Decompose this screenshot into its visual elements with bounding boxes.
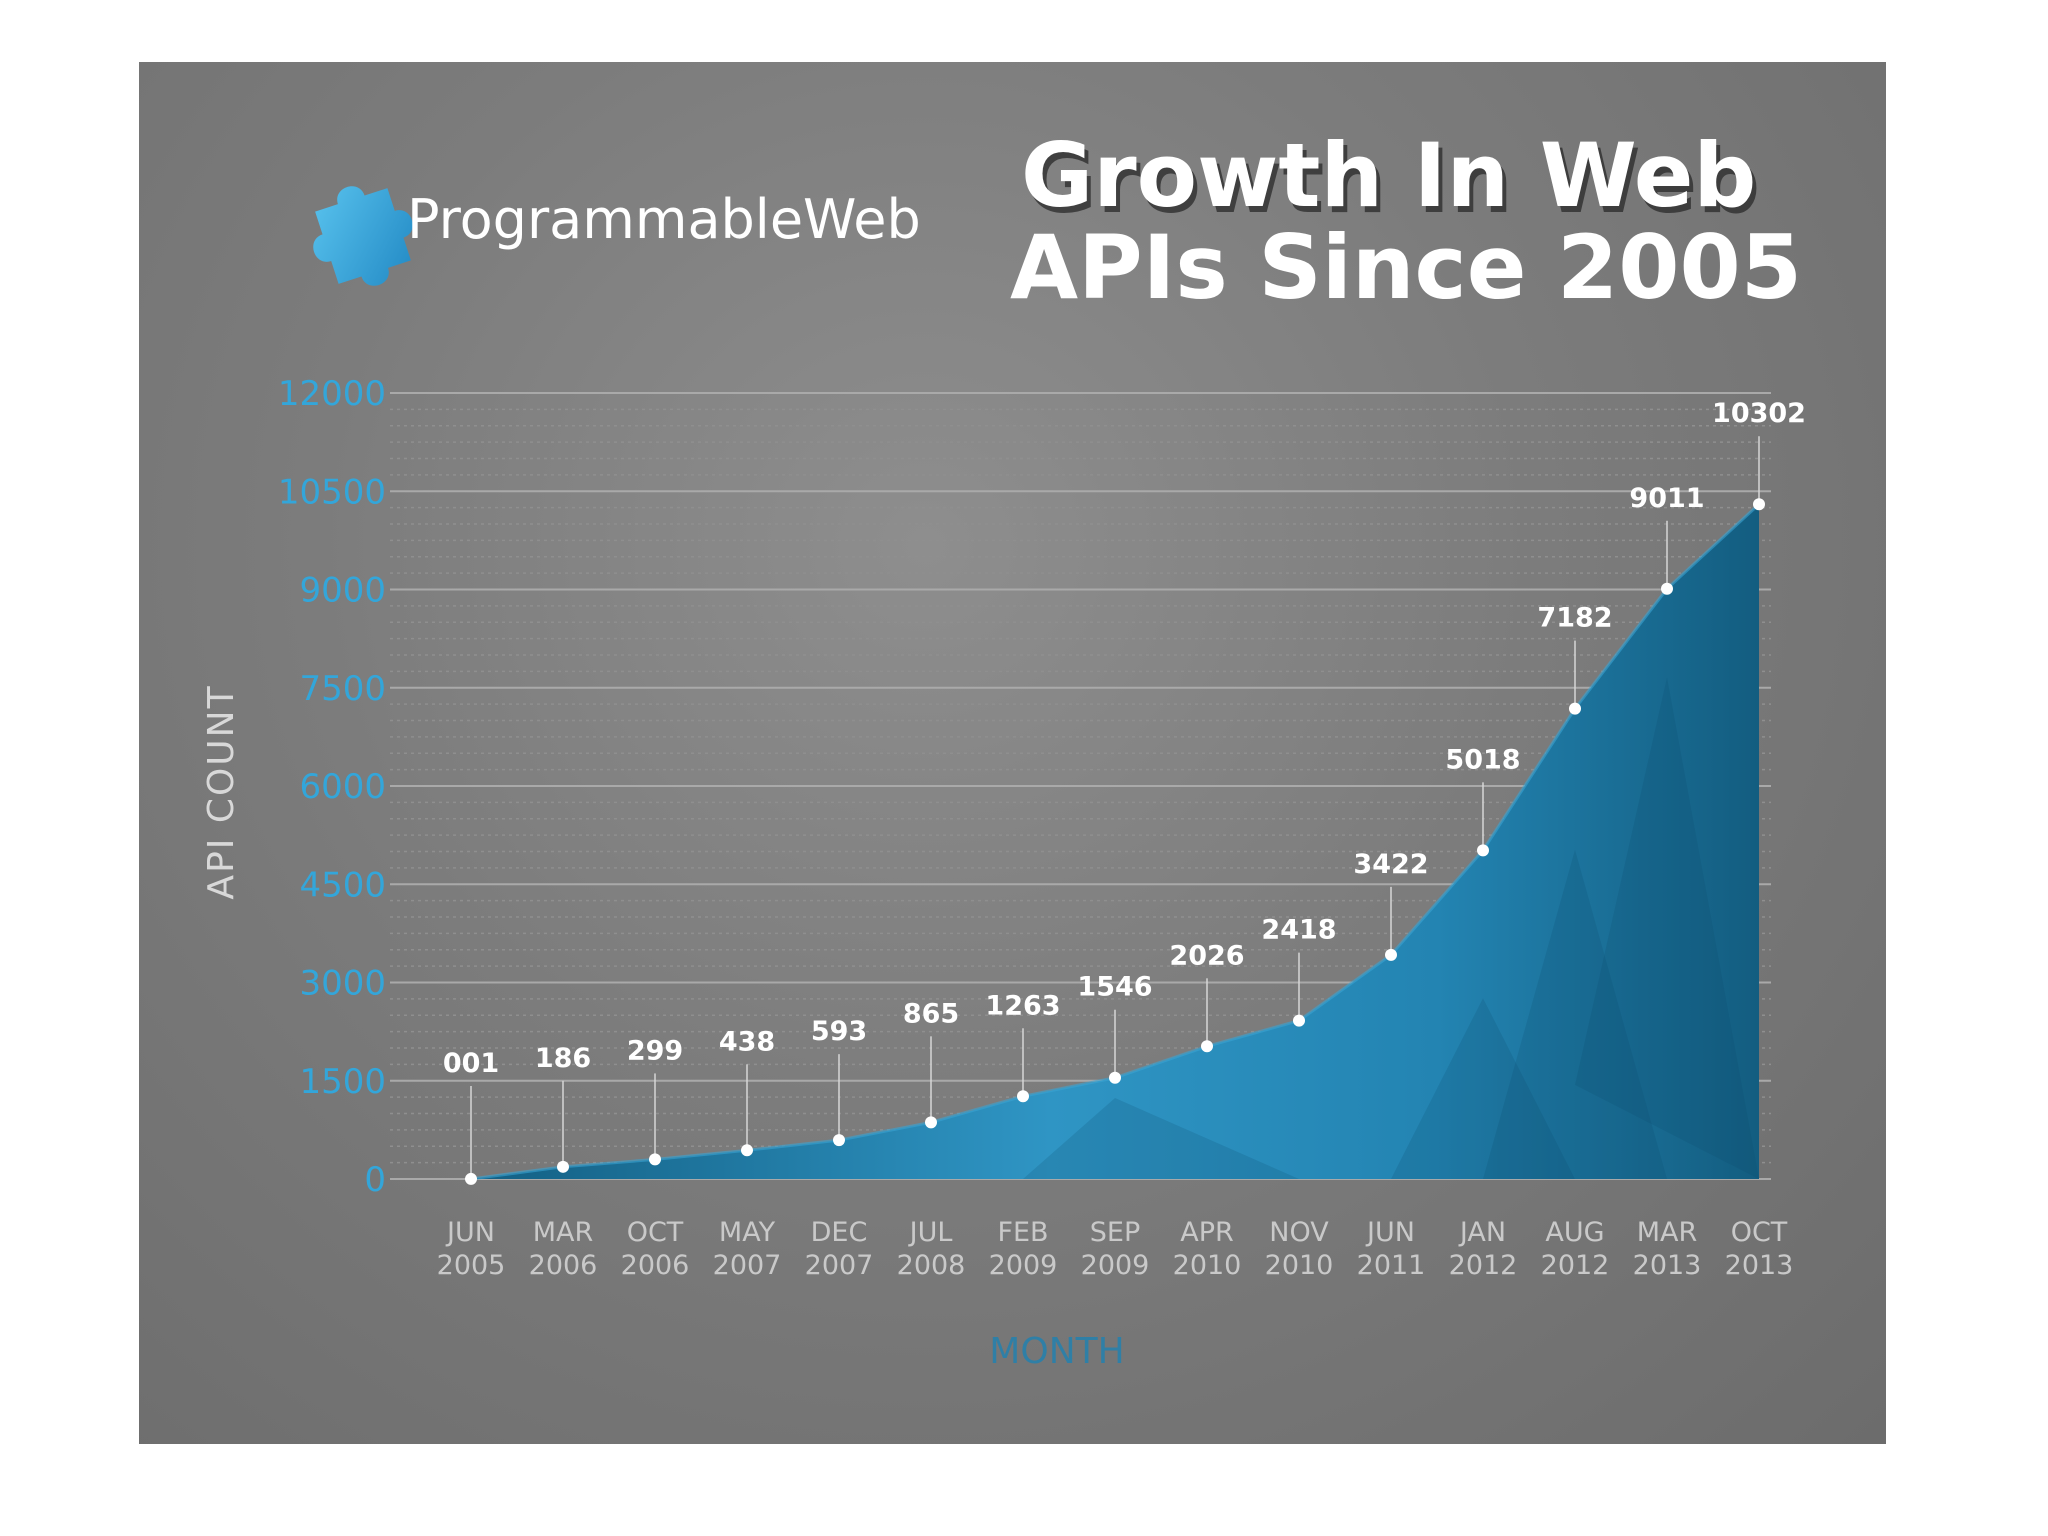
data-point	[465, 1172, 477, 1185]
x-tick-year: 2007	[805, 1250, 874, 1281]
x-tick-month: JUN	[1365, 1217, 1415, 1248]
x-tick-year: 2006	[621, 1250, 690, 1281]
data-point	[1109, 1071, 1121, 1084]
x-tick-year: 2012	[1541, 1250, 1610, 1281]
data-point	[741, 1144, 753, 1157]
y-tick-label: 3000	[299, 964, 386, 1004]
y-tick-label: 12000	[278, 374, 386, 414]
x-tick-month: MAR	[533, 1217, 594, 1248]
data-point	[1569, 702, 1581, 715]
data-label: 593	[811, 1016, 867, 1047]
x-tick-year: 2009	[1081, 1250, 1150, 1281]
data-point	[1753, 498, 1765, 511]
x-tick-month: JAN	[1458, 1217, 1506, 1248]
data-label: 2026	[1169, 940, 1244, 971]
data-point	[1385, 948, 1397, 961]
x-tick-year: 2008	[897, 1250, 966, 1281]
x-tick-month: JUN	[445, 1217, 495, 1248]
area-facet	[1023, 1097, 1299, 1179]
data-label: 299	[627, 1035, 683, 1066]
x-tick-year: 2009	[989, 1250, 1058, 1281]
data-label: 001	[443, 1048, 499, 1079]
brand-logo: ProgrammableWeb	[313, 186, 921, 286]
x-tick-month: MAY	[719, 1217, 776, 1248]
area-fill	[471, 504, 1759, 1179]
x-tick-month: NOV	[1269, 1217, 1329, 1248]
x-tick-year: 2013	[1725, 1250, 1794, 1281]
y-tick-label: 7500	[299, 669, 386, 709]
chart-panel: ProgrammableWeb Growth In Web Growth In …	[139, 62, 1886, 1444]
x-tick-month: DEC	[811, 1217, 868, 1248]
data-point	[1293, 1014, 1305, 1027]
leader-lines	[470, 436, 1760, 1179]
area-facet	[1575, 677, 1759, 1179]
x-tick-month: OCT	[627, 1217, 684, 1248]
data-point	[925, 1116, 937, 1129]
title-line-1-shadow: Growth In Web	[1025, 130, 1760, 233]
y-axis-ticks: 0 1500 3000 4500 6000 7500 9000 10500 12000	[278, 374, 386, 1200]
x-tick-year: 2010	[1173, 1250, 1242, 1281]
area-series	[470, 503, 1761, 1181]
chart-title: Growth In Web Growth In Web APIs Since 2…	[1010, 124, 1802, 319]
y-tick-label: 4500	[299, 865, 386, 905]
x-tick-month: JUL	[908, 1217, 953, 1248]
data-point	[833, 1134, 845, 1147]
data-point	[1201, 1040, 1213, 1053]
area-facet	[1483, 849, 1667, 1179]
y-tick-label: 9000	[299, 571, 386, 611]
x-tick-year: 2012	[1449, 1250, 1518, 1281]
y-tick-label: 0	[364, 1160, 386, 1200]
x-tick-year: 2006	[529, 1250, 598, 1281]
data-point	[1017, 1090, 1029, 1103]
x-axis-title: MONTH	[989, 1331, 1124, 1372]
x-tick-month: FEB	[997, 1217, 1048, 1248]
y-tick-label: 10500	[278, 472, 386, 512]
brand-name: ProgrammableWeb	[407, 188, 921, 251]
data-label: 1263	[985, 990, 1060, 1021]
data-point	[1661, 582, 1673, 595]
data-label: 2418	[1261, 915, 1336, 946]
x-tick-month: SEP	[1090, 1217, 1140, 1248]
data-label: 3422	[1353, 849, 1428, 880]
data-label: 5018	[1445, 744, 1520, 775]
puzzle-piece-icon	[313, 186, 413, 286]
y-tick-label: 6000	[299, 767, 386, 807]
x-tick-year: 2010	[1265, 1250, 1334, 1281]
x-tick-year: 2013	[1633, 1250, 1702, 1281]
data-point	[557, 1160, 569, 1173]
y-axis-title: API COUNT	[201, 684, 242, 899]
data-label: 7182	[1537, 603, 1612, 634]
y-tick-label: 1500	[299, 1062, 386, 1102]
data-point	[1477, 844, 1489, 857]
data-points	[465, 498, 1765, 1185]
x-axis-ticks: JUN2005MAR2006OCT2006MAY2007DEC2007JUL20…	[437, 1217, 1794, 1281]
x-tick-year: 2011	[1357, 1250, 1426, 1281]
area-facet	[1391, 998, 1575, 1179]
data-labels: 001 186 299 438 593 865 1263 1546 2026 2418 3422 50…	[443, 398, 1806, 1079]
x-tick-year: 2005	[437, 1250, 506, 1281]
x-tick-month: MAR	[1637, 1217, 1698, 1248]
data-point	[649, 1153, 661, 1166]
title-line-1: Growth In Web	[1021, 124, 1756, 227]
x-tick-year: 2007	[713, 1250, 782, 1281]
data-label: 186	[535, 1043, 591, 1074]
data-label: 438	[719, 1026, 775, 1057]
x-tick-month: OCT	[1731, 1217, 1788, 1248]
x-tick-month: AUG	[1545, 1217, 1604, 1248]
chart: ProgrammableWeb Growth In Web Growth In …	[201, 124, 1806, 1372]
title-line-2: APIs Since 2005	[1010, 216, 1802, 319]
data-label: 10302	[1712, 398, 1806, 429]
data-label: 865	[903, 998, 959, 1029]
data-label: 9011	[1629, 483, 1704, 514]
x-tick-month: APR	[1180, 1217, 1234, 1248]
data-label: 1546	[1077, 972, 1152, 1003]
